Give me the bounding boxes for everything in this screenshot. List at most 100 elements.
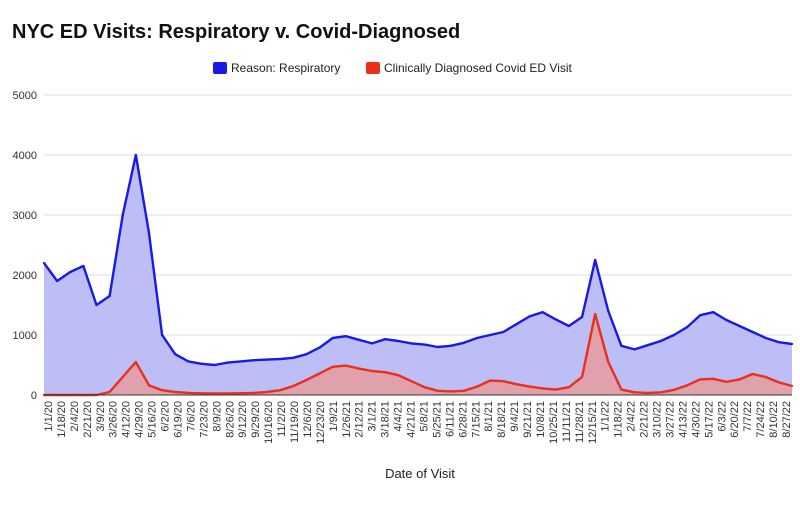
data-point: [620, 388, 623, 391]
data-point: [95, 303, 98, 307]
data-point: [449, 344, 452, 347]
data-point: [633, 348, 636, 351]
series-area-1: [44, 314, 792, 395]
x-tick-label: 7/15/21: [470, 401, 482, 438]
data-point: [213, 363, 216, 367]
legend-swatch-respiratory: [213, 62, 227, 74]
data-point: [646, 391, 649, 394]
data-point: [541, 387, 544, 390]
data-point: [423, 343, 426, 346]
data-point: [712, 311, 715, 314]
data-point: [213, 392, 216, 395]
data-point: [357, 338, 361, 341]
data-point: [685, 326, 689, 329]
data-point: [449, 390, 452, 393]
x-tick-label: 4/21/21: [406, 401, 418, 438]
x-tick-label: 3/27/22: [664, 401, 676, 438]
x-tick-label: 2/4/20: [69, 401, 81, 432]
x-tick-label: 2/12/21: [354, 401, 366, 438]
x-tick-label: 4/30/22: [690, 401, 702, 438]
x-tick-label: 11/19/20: [289, 401, 301, 443]
data-point: [305, 353, 308, 356]
legend-swatch-covid: [366, 62, 380, 74]
data-point: [357, 367, 361, 370]
y-tick-label: 2000: [13, 270, 37, 282]
data-point: [462, 389, 466, 392]
data-point: [226, 392, 229, 395]
x-tick-label: 3/26/20: [108, 401, 120, 438]
x-tick-label: 10/16/20: [263, 401, 275, 444]
data-point: [515, 323, 518, 326]
data-point: [725, 380, 728, 383]
x-tick-label: 12/23/20: [315, 401, 327, 444]
data-point: [607, 309, 610, 313]
legend: Reason: Respiratory Clinically Diagnosed…: [213, 61, 573, 75]
x-tick-label: 5/16/20: [147, 401, 159, 438]
series-line-1[interactable]: [44, 312, 793, 397]
data-point: [672, 388, 675, 391]
x-tick-label: 7/23/20: [198, 401, 210, 438]
data-point: [239, 392, 242, 395]
series-area-0: [44, 155, 792, 395]
data-point: [161, 333, 164, 337]
x-tick-label: 9/29/20: [250, 401, 262, 438]
data-point: [42, 261, 46, 265]
x-tick-label: 1/1/22: [600, 401, 612, 432]
data-point: [607, 360, 610, 364]
data-point: [370, 369, 374, 373]
x-tick-label: 4/13/22: [677, 401, 689, 438]
legend-item-respiratory[interactable]: Reason: Respiratory: [213, 61, 340, 75]
y-tick-label: 0: [31, 390, 37, 402]
data-point: [423, 386, 426, 389]
data-point: [541, 311, 544, 314]
data-point: [344, 335, 347, 338]
data-point: [777, 381, 780, 384]
x-tick-label: 11/2/20: [276, 401, 288, 437]
data-point: [187, 360, 190, 363]
data-point: [410, 380, 413, 383]
x-tick-label: 5/17/22: [703, 401, 715, 438]
data-point: [580, 375, 584, 379]
data-point: [699, 314, 702, 317]
x-tick-label: 5/25/21: [431, 401, 443, 438]
data-point: [528, 315, 531, 318]
data-point: [554, 318, 557, 321]
data-point: [436, 389, 439, 392]
chart-title: NYC ED Visits: Respiratory v. Covid-Diag…: [12, 21, 460, 43]
x-tick-label: 3/10/22: [652, 401, 664, 438]
data-point: [436, 345, 439, 349]
x-tick-label: 10/25/21: [548, 401, 560, 444]
legend-label-covid: Clinically Diagnosed Covid ED Visit: [384, 61, 573, 75]
x-axis-title: Date of Visit: [385, 466, 455, 481]
legend-label-respiratory: Reason: Respiratory: [231, 61, 340, 75]
plot-area: [42, 153, 794, 397]
data-point: [200, 362, 203, 365]
x-tick-label: 1/26/21: [341, 401, 353, 438]
data-point: [528, 385, 531, 388]
data-point: [121, 213, 124, 217]
data-point: [370, 342, 374, 345]
data-point: [318, 372, 321, 375]
series-line-0[interactable]: [43, 153, 793, 367]
data-point: [147, 231, 151, 235]
data-point: [174, 353, 177, 356]
legend-item-covid[interactable]: Clinically Diagnosed Covid ED Visit: [366, 61, 573, 75]
y-tick-label: 4000: [13, 150, 37, 162]
x-tick-label: 2/4/22: [626, 401, 638, 432]
data-point: [502, 330, 505, 334]
data-point: [659, 391, 662, 394]
x-tick-label: 4/29/20: [134, 401, 146, 438]
x-tick-label: 8/9/20: [211, 401, 223, 432]
data-point: [738, 324, 741, 328]
data-point: [56, 279, 59, 283]
x-tick-label: 8/26/20: [224, 401, 236, 438]
x-tick-label: 2/21/22: [639, 401, 651, 438]
x-tick-label: 9/4/21: [509, 401, 521, 432]
data-point: [134, 360, 137, 364]
x-tick-label: 1/1/20: [43, 401, 55, 432]
x-tick-label: 8/27/22: [781, 401, 793, 438]
y-tick-label: 5000: [13, 90, 37, 102]
data-point: [764, 375, 767, 379]
x-tick-label: 7/24/22: [755, 401, 767, 438]
data-point: [410, 342, 413, 345]
